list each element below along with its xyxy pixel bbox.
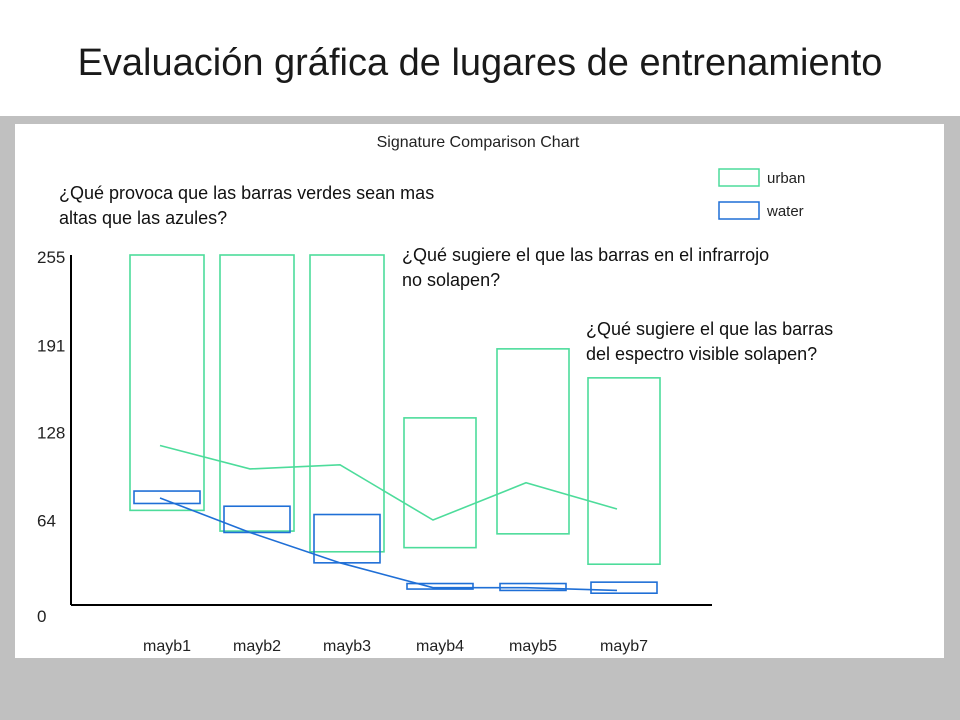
question-line: no solapen? (402, 270, 501, 290)
legend: urban water (718, 168, 805, 220)
bar-water (406, 582, 474, 590)
legend-label-urban: urban (767, 170, 805, 187)
bar-water (223, 505, 291, 534)
y-tick-label: 191 (37, 336, 65, 355)
bar-urban (587, 377, 661, 566)
question-line: altas que las azules? (59, 208, 228, 228)
y-tick-label: 255 (37, 248, 65, 267)
question-visible-overlap: ¿Qué sugiere el que las barras del espec… (586, 317, 833, 367)
x-tick-label: mayb3 (323, 638, 371, 655)
x-tick-label: mayb4 (416, 638, 464, 655)
y-tick-label: 0 (37, 607, 46, 626)
tick-labels: 255 191 128 64 0 mayb1 mayb2 mayb3 mayb4 mayb5 may… (37, 248, 648, 655)
y-tick-label: 128 (37, 423, 65, 442)
mean-line-water (159, 497, 618, 592)
bar-urban (219, 254, 295, 532)
signature-comparison-chart: Signature Comparison Chart urban water 2… (37, 134, 805, 655)
question-line: del espectro visible solapen? (586, 344, 818, 364)
question-line: ¿Qué provoca que las barras verdes sean … (59, 183, 435, 203)
mean-line-urban (159, 444, 618, 521)
x-tick-label: mayb1 (143, 638, 191, 655)
legend-swatch-water (718, 201, 760, 220)
bar-urban (309, 254, 385, 553)
bar-urban (403, 417, 477, 549)
legend-swatch-urban (718, 168, 760, 187)
question-line: ¿Qué sugiere el que las barras (586, 319, 834, 339)
question-infrared-no-overlap: ¿Qué sugiere el que las barras en el inf… (402, 243, 769, 293)
slide-title: Evaluación gráfica de lugares de entrena… (77, 42, 883, 84)
bar-urban (129, 254, 205, 512)
x-tick-label: mayb5 (509, 638, 557, 655)
x-tick-label: mayb2 (233, 638, 281, 655)
y-tick-label: 64 (37, 512, 56, 531)
bar-water (133, 490, 201, 505)
question-line: ¿Qué sugiere el que las barras en el inf… (402, 245, 770, 265)
chart-title: Signature Comparison Chart (377, 134, 580, 151)
bar-water (590, 581, 658, 594)
question-green-bars-taller: ¿Qué provoca que las barras verdes sean … (59, 181, 434, 231)
legend-label-water: water (766, 203, 804, 220)
x-tick-label: mayb7 (600, 638, 648, 655)
chart-marks (129, 254, 661, 594)
bar-water (313, 513, 381, 564)
bar-urban (496, 348, 570, 535)
chart-panel: Signature Comparison Chart urban water 2… (15, 124, 944, 658)
